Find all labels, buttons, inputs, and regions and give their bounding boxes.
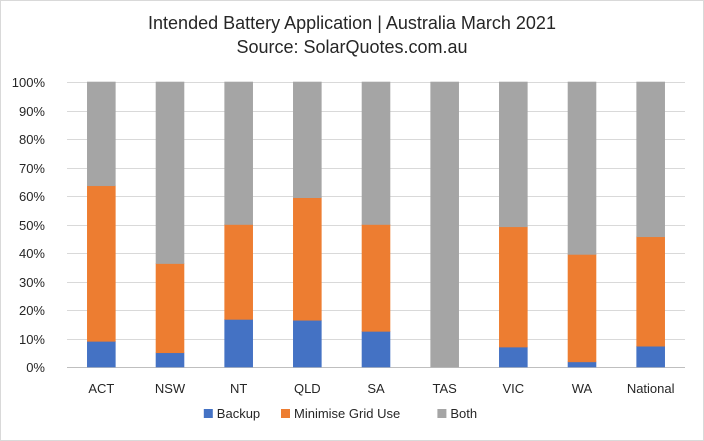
bar-segment-minimise-grid-use (224, 224, 253, 320)
bar-segment-minimise-grid-use (636, 236, 665, 347)
y-tick-label: 60% (19, 189, 45, 204)
legend-swatch (437, 409, 447, 418)
y-tick-label: 90% (19, 104, 45, 119)
y-tick-label: 70% (19, 161, 45, 176)
bar-segment-both (293, 81, 322, 199)
bar-segment-both (430, 81, 459, 368)
y-tick-label: 10% (19, 332, 45, 347)
bar-segment-both (224, 81, 253, 225)
bar-segment-backup (293, 319, 322, 368)
bar-segment-minimise-grid-use (499, 226, 528, 348)
bar-segment-both (155, 81, 185, 264)
legend-swatch (281, 409, 290, 418)
bar-segment-minimise-grid-use (361, 224, 391, 332)
bar-segment-backup (361, 331, 391, 368)
bar-segment-minimise-grid-use (155, 263, 185, 354)
legend-label: Minimise Grid Use (294, 406, 400, 421)
y-tick-label: 0% (26, 360, 45, 375)
y-tick-label: 20% (19, 303, 45, 318)
bar-segment-minimise-grid-use (87, 185, 116, 342)
bar-segment-minimise-grid-use (567, 254, 597, 363)
bar-segment-backup (224, 319, 253, 368)
chart-subtitle: Source: SolarQuotes.com.au (236, 37, 467, 57)
x-tick-label: VIC (502, 381, 524, 396)
legend-label: Backup (217, 406, 260, 421)
bar-segment-both (87, 81, 116, 187)
bar-segment-minimise-grid-use (293, 197, 322, 321)
y-tick-label: 80% (19, 132, 45, 147)
legend-label: Both (450, 406, 477, 421)
x-tick-label: ACT (88, 381, 114, 396)
x-tick-label: National (627, 381, 675, 396)
chart-title: Intended Battery Application | Australia… (148, 13, 556, 33)
x-tick-label: TAS (433, 381, 458, 396)
legend-swatch (203, 409, 213, 418)
bar-segment-backup (499, 346, 528, 368)
y-tick-label: 50% (19, 218, 45, 233)
bar-segment-both (499, 81, 528, 228)
bars (87, 81, 665, 368)
bar-segment-backup (155, 352, 185, 368)
bar-segment-backup (87, 341, 116, 368)
legend: Backup Minimise Grid Use Both (203, 406, 477, 421)
y-tick-label: 100% (12, 75, 46, 90)
x-tick-label: NSW (155, 381, 186, 396)
y-tick-label: 30% (19, 275, 45, 290)
x-tick-label: QLD (294, 381, 321, 396)
x-tick-label: WA (572, 381, 593, 396)
bar-segment-both (361, 81, 391, 225)
x-axis-ticks: ACT NSW NT QLD SA TAS VIC WA National (88, 381, 674, 396)
bar-segment-backup (567, 361, 597, 368)
bar-segment-backup (636, 345, 665, 368)
bar-segment-both (567, 81, 597, 255)
y-tick-label: 40% (19, 246, 45, 261)
bar-segment-both (636, 81, 665, 238)
x-tick-label: NT (230, 381, 247, 396)
y-axis-ticks: 0% 10% 20% 30% 40% 50% 60% 70% 80% 90% 100% (12, 75, 46, 375)
x-tick-label: SA (367, 381, 385, 396)
